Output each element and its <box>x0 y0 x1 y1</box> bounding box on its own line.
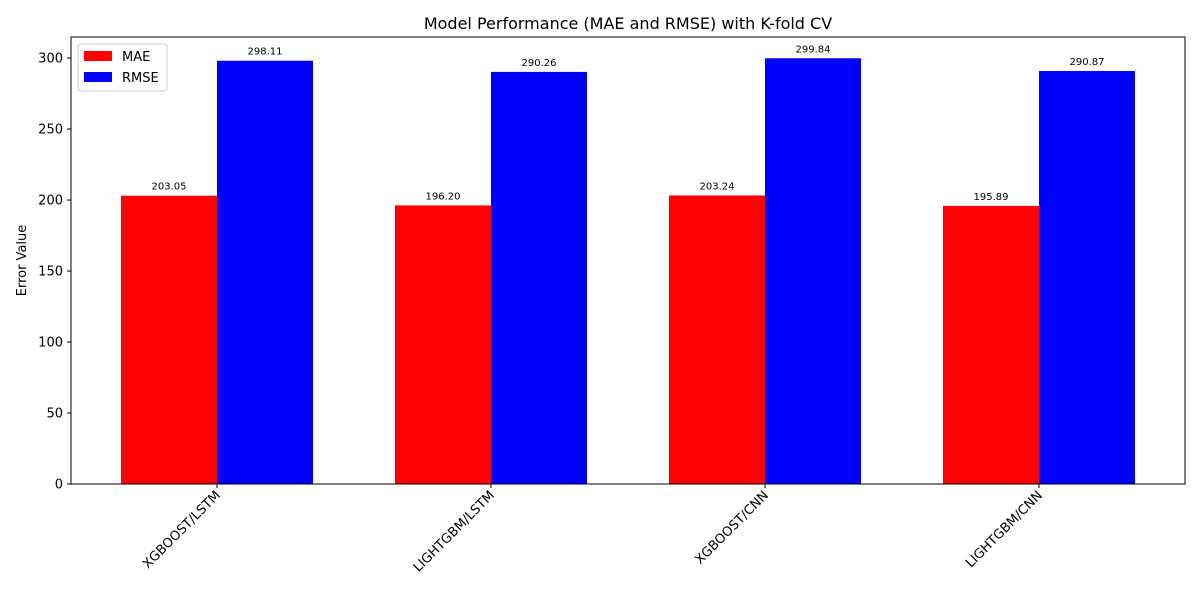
bar-value-label-rmse-3: 290.87 <box>1070 57 1105 68</box>
x-tick-label: XGBOOST/LSTM <box>140 488 224 572</box>
bar-labels-group: 203.05 196.20 203.24 195.89 298.11 290.26 299.… <box>152 44 1105 203</box>
plot-frame <box>70 36 1186 485</box>
bar-rmse-3 <box>1039 71 1135 484</box>
legend-label-mae: MAE <box>122 50 150 65</box>
chart-title: Model Performance (MAE and RMSE) with K-… <box>424 14 832 33</box>
bar-value-label-mae-0: 203.05 <box>152 182 187 193</box>
bars-group <box>121 58 1135 485</box>
bar-value-label-mae-1: 196.20 <box>426 191 461 202</box>
y-axis: 0 50 100 150 200 250 300 <box>38 52 71 493</box>
y-axis-label: Error Value <box>15 225 30 297</box>
bar-mae-0 <box>121 195 217 484</box>
x-tick-label: LIGHTGBM/CNN <box>963 488 1046 571</box>
bar-value-label-mae-3: 195.89 <box>974 192 1009 203</box>
bar-mae-2 <box>669 195 765 485</box>
bar-value-label-rmse-2: 299.84 <box>796 44 831 55</box>
x-axis: XGBOOST/LSTM LIGHTGBM/LSTM XGBOOST/CNN LIGH… <box>140 484 1046 575</box>
y-tick-label: 300 <box>38 52 63 67</box>
y-tick-label: 100 <box>38 336 63 351</box>
y-tick-label: 250 <box>38 123 63 138</box>
bar-mae-3 <box>943 205 1039 484</box>
y-tick-label: 50 <box>46 407 63 422</box>
bar-rmse-1 <box>491 71 587 484</box>
bar-rmse-0 <box>217 60 313 484</box>
legend-label-rmse: RMSE <box>122 71 159 86</box>
bar-value-label-mae-2: 203.24 <box>700 181 735 192</box>
legend-swatch-rmse <box>84 72 112 82</box>
legend-swatch-mae <box>84 51 112 61</box>
bar-value-label-rmse-0: 298.11 <box>248 47 283 58</box>
y-tick-label: 200 <box>38 194 63 209</box>
x-tick-label: XGBOOST/CNN <box>692 488 771 567</box>
bar-mae-1 <box>395 205 491 484</box>
bar-rmse-2 <box>765 58 861 484</box>
bar-value-label-rmse-1: 290.26 <box>522 58 557 69</box>
x-tick-label: LIGHTGBM/LSTM <box>411 488 498 575</box>
y-tick-label: 0 <box>55 478 63 493</box>
y-tick-label: 150 <box>38 265 63 280</box>
legend: MAE RMSE <box>77 43 168 92</box>
